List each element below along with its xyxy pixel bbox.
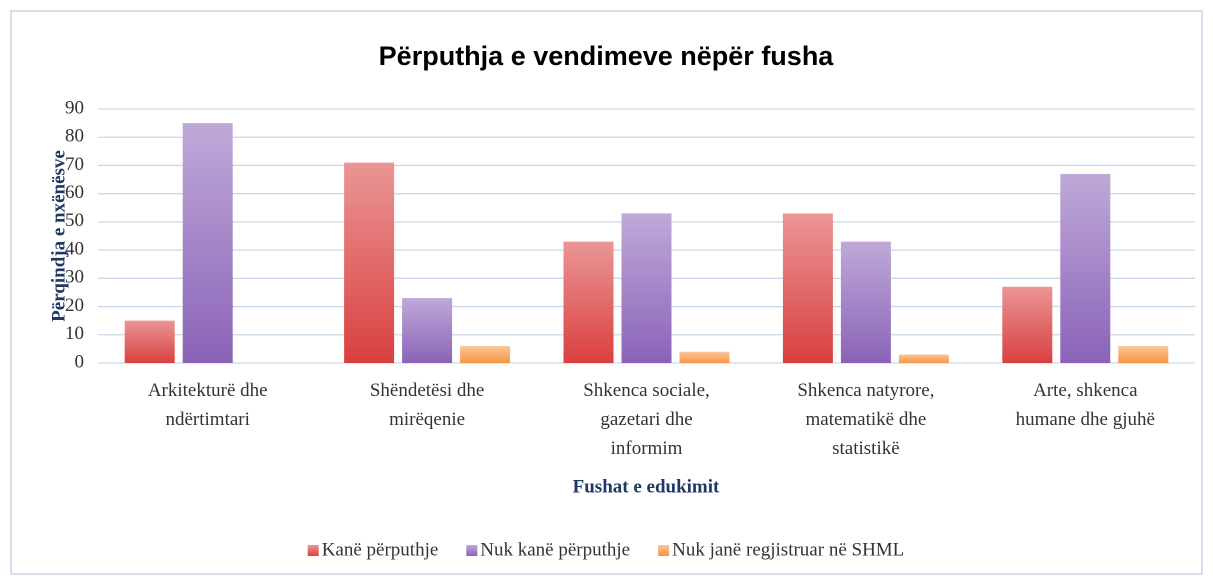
legend-swatch bbox=[307, 545, 319, 556]
bar bbox=[782, 213, 833, 363]
bar bbox=[1002, 286, 1053, 363]
y-tick-label: 40 bbox=[65, 238, 84, 259]
y-tick-label: 10 bbox=[65, 323, 84, 344]
bar bbox=[344, 162, 395, 363]
bar bbox=[124, 320, 175, 363]
x-tick-label: Arkitekturë dhe ndërtimtari bbox=[148, 380, 268, 430]
legend-label: Nuk janë regjistruar në SHML bbox=[672, 539, 904, 560]
bar bbox=[563, 241, 614, 363]
y-tick-label: 90 bbox=[65, 97, 84, 118]
y-tick-label: 60 bbox=[65, 182, 84, 203]
legend-label: Kanë përputhje bbox=[322, 539, 439, 560]
y-axis-label: Përqindja e nxënësve bbox=[48, 150, 69, 322]
bar bbox=[840, 241, 891, 363]
y-tick-label: 80 bbox=[65, 126, 84, 147]
x-tick-label: Shkenca natyrore, matematikë dhe statistik… bbox=[797, 380, 934, 459]
y-tick-label: 70 bbox=[65, 154, 84, 175]
legend-label: Nuk kanë përputhje bbox=[480, 539, 630, 560]
bar bbox=[460, 346, 511, 363]
x-axis-label: Fushat e edukimit bbox=[573, 476, 720, 497]
chart-title: Përputhja e vendimeve nëpër fusha bbox=[379, 41, 835, 71]
y-tick-label: 50 bbox=[65, 210, 84, 231]
legend-swatch bbox=[466, 545, 478, 556]
y-tick-label: 0 bbox=[75, 351, 85, 372]
x-tick-label: Arte, shkenca humane dhe gjuhë bbox=[1016, 380, 1155, 430]
bar bbox=[621, 213, 672, 363]
bar bbox=[1118, 346, 1169, 363]
bar bbox=[898, 354, 949, 363]
y-tick-label: 20 bbox=[65, 295, 84, 316]
x-tick-label: Shëndetësi dhe mirëqenie bbox=[370, 380, 485, 430]
bar bbox=[182, 123, 233, 363]
y-tick-label: 30 bbox=[65, 267, 84, 288]
legend-swatch bbox=[658, 545, 670, 556]
bar bbox=[679, 351, 730, 363]
bar bbox=[1060, 173, 1111, 363]
x-tick-label: Shkenca sociale, gazetari dhe informim bbox=[583, 380, 710, 459]
bar bbox=[402, 298, 453, 363]
